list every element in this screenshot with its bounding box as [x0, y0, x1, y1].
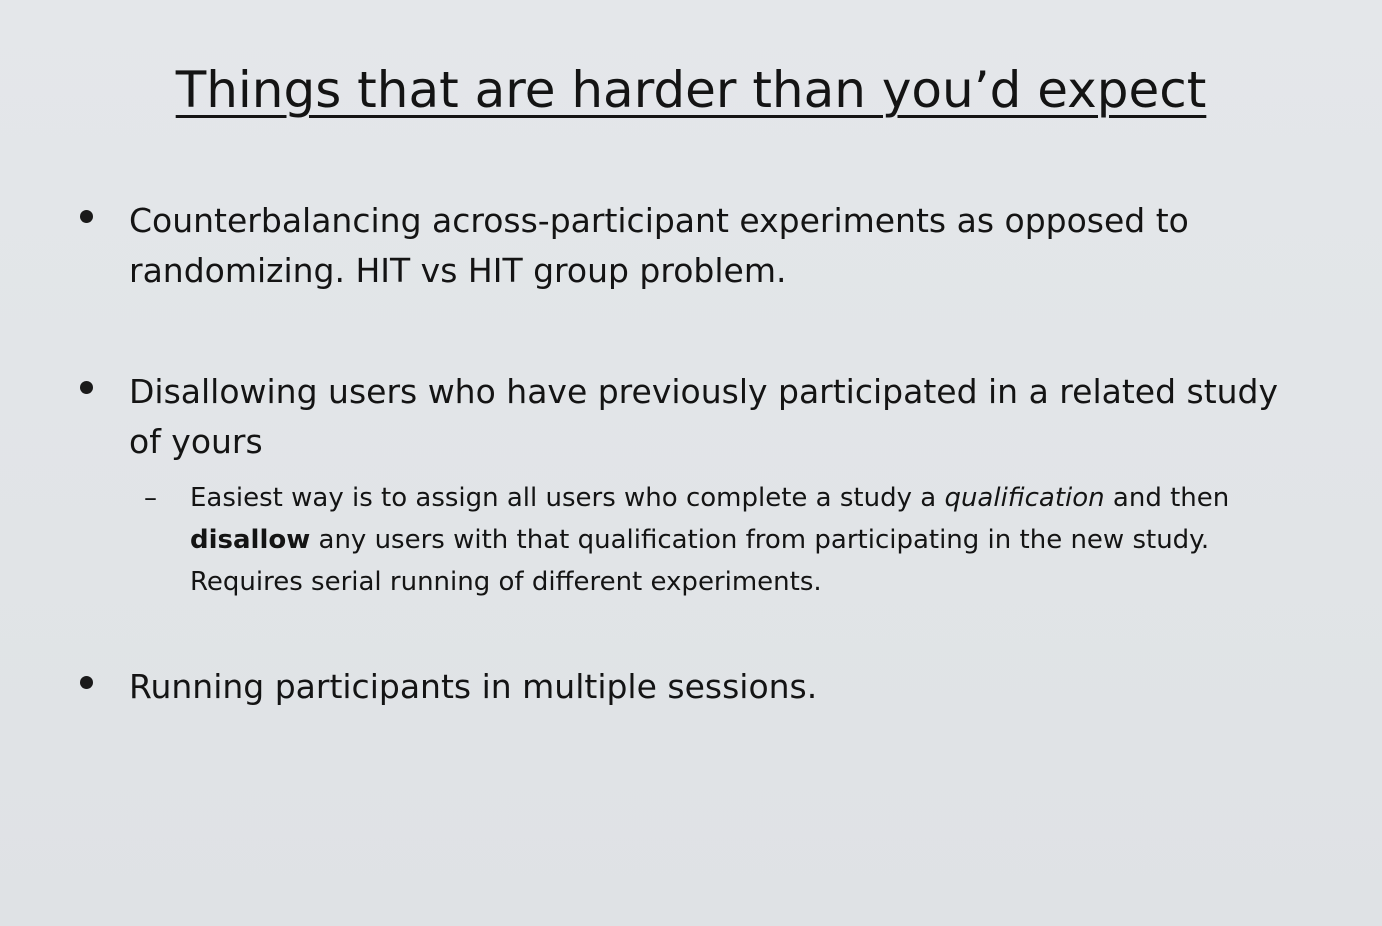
- bullet-text: Counterbalancing across-participant expe…: [129, 201, 1189, 290]
- bullet-dot-icon: [80, 210, 93, 223]
- slide-title-text: Things that are harder than you’d expect: [175, 61, 1207, 119]
- sub-bullet-text: Easiest way is to assign all users who c…: [190, 477, 1300, 603]
- slide-title: Things that are harder than you’d expect: [0, 52, 1382, 128]
- sub-bullet-text-part: Easiest way is to assign all users who c…: [190, 483, 945, 513]
- dash-icon: –: [144, 483, 157, 513]
- bullet-text: Disallowing users who have previously pa…: [129, 372, 1279, 461]
- disallow-emphasis: disallow: [190, 525, 311, 555]
- sub-bullet-text-part: any users with that qualification from p…: [190, 525, 1210, 597]
- bullet-dot-icon: [80, 381, 93, 394]
- bullet-text: Running participants in multiple session…: [129, 667, 818, 706]
- sub-bullet-text-part: and then: [1104, 483, 1230, 513]
- bullet-dot-icon: [80, 676, 93, 689]
- qualification-emphasis: qualification: [944, 483, 1105, 513]
